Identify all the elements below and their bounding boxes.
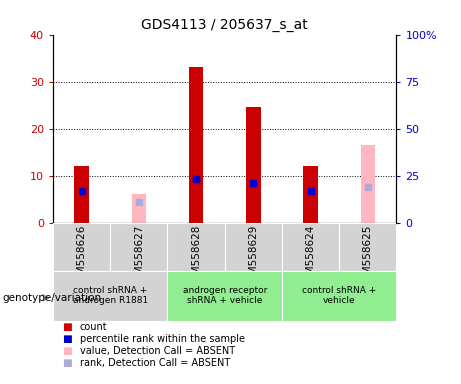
Bar: [53, 223, 110, 271]
Bar: [167, 271, 282, 321]
Text: GSM558624: GSM558624: [306, 225, 316, 288]
Text: GSM558625: GSM558625: [363, 225, 373, 288]
Bar: [110, 223, 167, 271]
Bar: [75, 166, 89, 223]
Bar: [303, 166, 318, 223]
Text: GSM558626: GSM558626: [77, 225, 87, 288]
Bar: [189, 68, 203, 223]
Text: ■: ■: [62, 334, 72, 344]
Bar: [339, 223, 396, 271]
Text: GSM558627: GSM558627: [134, 225, 144, 288]
Text: percentile rank within the sample: percentile rank within the sample: [80, 334, 245, 344]
Text: value, Detection Call = ABSENT: value, Detection Call = ABSENT: [80, 346, 235, 356]
Text: ■: ■: [62, 322, 72, 332]
Text: control shRNA +
androgen R1881: control shRNA + androgen R1881: [73, 286, 148, 305]
Bar: [282, 271, 396, 321]
Text: GSM558628: GSM558628: [191, 225, 201, 288]
Text: control shRNA +
vehicle: control shRNA + vehicle: [302, 286, 376, 305]
Text: count: count: [80, 322, 107, 332]
Title: GDS4113 / 205637_s_at: GDS4113 / 205637_s_at: [142, 18, 308, 32]
Bar: [282, 223, 339, 271]
Text: genotype/variation: genotype/variation: [2, 293, 101, 303]
Text: ■: ■: [62, 346, 72, 356]
Text: rank, Detection Call = ABSENT: rank, Detection Call = ABSENT: [80, 358, 230, 368]
Text: ■: ■: [62, 358, 72, 368]
Bar: [246, 108, 260, 223]
Bar: [132, 195, 146, 223]
Text: androgen receptor
shRNA + vehicle: androgen receptor shRNA + vehicle: [183, 286, 267, 305]
Bar: [53, 271, 167, 321]
Bar: [361, 145, 375, 223]
Text: GSM558629: GSM558629: [248, 225, 258, 288]
Bar: [167, 223, 225, 271]
Bar: [225, 223, 282, 271]
